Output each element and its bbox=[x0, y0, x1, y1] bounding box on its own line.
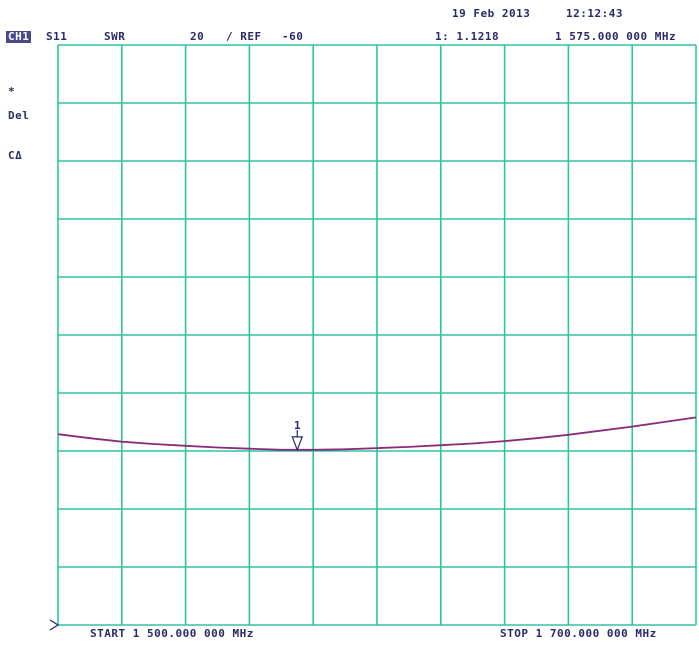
side-c-delta: CΔ bbox=[8, 149, 23, 162]
marker-1-triangle bbox=[291, 436, 304, 452]
stop-frequency-label: STOP 1 700.000 000 MHz bbox=[500, 627, 657, 640]
ref-label: / REF bbox=[226, 30, 262, 43]
time-label: 12:12:43 bbox=[566, 7, 623, 20]
channel-badge: CH1 bbox=[6, 30, 32, 43]
side-asterisk: * bbox=[8, 85, 16, 98]
marker-1-label: 1 bbox=[294, 419, 301, 432]
reference-pointer bbox=[49, 619, 60, 631]
marker-readout: 1: 1.1218 bbox=[435, 30, 500, 43]
ref-value: -60 bbox=[282, 30, 304, 43]
parameter-label: S11 bbox=[46, 30, 68, 43]
date-label: 19 Feb 2013 bbox=[452, 7, 531, 20]
scale-label: 20 bbox=[190, 30, 205, 43]
trace-layer bbox=[57, 416, 697, 451]
reference-pointer-arrow bbox=[49, 619, 60, 631]
swr-trace bbox=[57, 416, 697, 451]
graticule bbox=[57, 44, 697, 626]
format-label: SWR bbox=[104, 30, 126, 43]
start-frequency-label: START 1 500.000 000 MHz bbox=[90, 627, 254, 640]
side-del: Del bbox=[8, 109, 30, 122]
marker-layer: 1 bbox=[291, 419, 304, 452]
marker-frequency: 1 575.000 000 MHz bbox=[555, 30, 677, 43]
